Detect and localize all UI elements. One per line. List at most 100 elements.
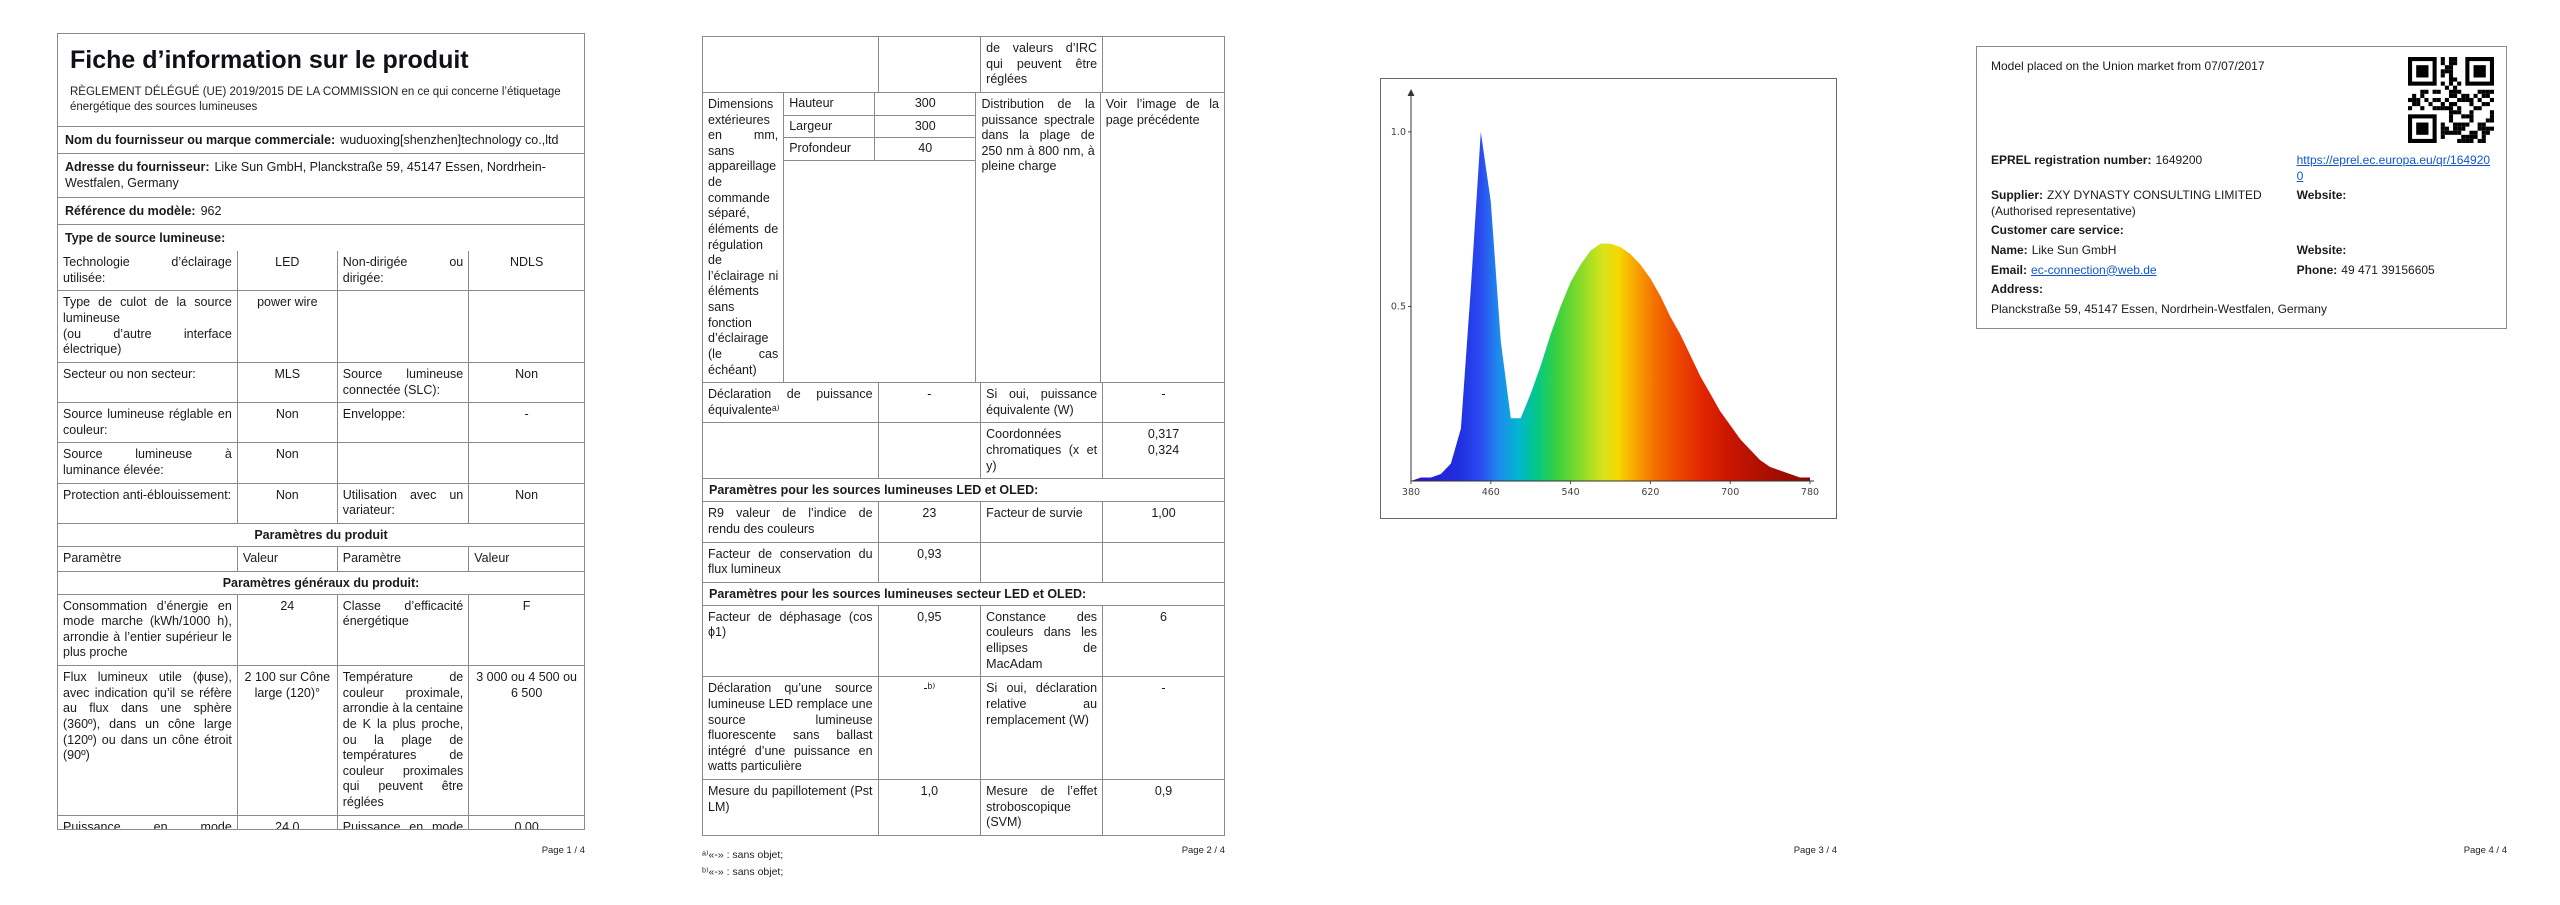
table-row: Flux lumineux utile (ϕuse), avec indicat… (58, 665, 584, 815)
phone-value: 49 471 39156605 (2341, 262, 2435, 277)
table-cell: - (468, 403, 584, 443)
supplier-label: Supplier: (1991, 188, 2044, 203)
page-1-product-sheet: Fiche d’information sur le produit RÈGLE… (57, 33, 585, 830)
table-cell: Source lumineuse réglable en couleur: (63, 407, 232, 437)
table-cell: Source lumineuse à luminance élevée: (63, 447, 232, 477)
page-1-header: Fiche d’information sur le produit RÈGLE… (58, 34, 584, 126)
table-cell: Non (236, 443, 337, 483)
care-name-label: Name: (1991, 242, 2028, 257)
table-cell: Puissance en mode «marche» (Pon), exprim… (63, 819, 232, 830)
table-cell: Paramètre (63, 550, 122, 565)
table-cell: Paramètre (336, 546, 469, 571)
dimension-row: Hauteur 300 (784, 92, 976, 116)
table-cell: Constance des couleurs dans les ellipses… (980, 605, 1102, 677)
table-cell: Mesure de l’effet stroboscopique (SVM) (980, 780, 1102, 835)
care-name-row: Name: Like Sun GmbH Website: (1991, 243, 2492, 259)
qr-code (2408, 57, 2494, 143)
table-cell: 0,00 (468, 815, 584, 829)
customer-care-header: Customer care service: (1991, 223, 2124, 238)
table-cell: Déclaration de puissance équivalenteᵃ⁾ (708, 387, 873, 417)
table-cell: Coordonnées chromatiques (x et y) (980, 423, 1102, 479)
table-cell (877, 37, 981, 92)
table-cell: Secteur ou non secteur: (63, 366, 196, 381)
table-cell: Si oui, déclaration relative au remplace… (980, 677, 1102, 779)
website-label: Website: (2296, 188, 2347, 203)
supplier-name-value: wuduoxing[shenzhen]technology co.,ltd (340, 132, 559, 147)
table-cell: 0,95 (877, 605, 981, 677)
footnote-b: ᵇ⁾«-» : sans objet; (702, 865, 784, 878)
table-cell (877, 423, 981, 479)
table-section-header: Paramètres pour les sources lumineuses L… (703, 478, 1224, 501)
table-cell: -ᵇ⁾ (877, 677, 981, 779)
dimensions-subtable: Hauteur 300 Largeur 300 Profondeur 40 (783, 92, 976, 383)
table-cell (980, 542, 1102, 582)
table-row: R9 valeur de l’indice de rendu des coule… (703, 501, 1224, 542)
table-section-header: Paramètres pour les sources lumineuses s… (703, 581, 1224, 605)
table-row: Facteur de déphasage (cos ϕ1) 0,95 Constan… (703, 604, 1224, 677)
dimension-row: Profondeur 40 (784, 138, 976, 161)
table-row: Coordonnées chromatiques (x et y) 0,317 0… (703, 422, 1224, 479)
table-cell: Non-dirigée ou dirigée: (336, 251, 469, 291)
table-cell: 2 100 sur Cône large (120)° (236, 666, 337, 815)
table-cell: - (1102, 677, 1224, 779)
table-cell: 23 (877, 502, 981, 542)
table-row: Déclaration qu’une source lumineuse LED … (703, 676, 1224, 779)
dimension-row: Largeur 300 (784, 115, 976, 139)
spectral-distribution-chart: 380 460 540 620 700 780 0.5 1.0 (1391, 89, 1819, 498)
y-axis-arrow (1407, 89, 1415, 96)
table-row: de valeurs d’IRC qui peuvent être réglée… (703, 37, 1224, 92)
table-cell: Distribution de la puissance spectrale d… (975, 92, 1099, 383)
table-section-header: Paramètres généraux du produit: (58, 570, 584, 594)
table-cell: - (1102, 383, 1224, 423)
product-parameters-table: Technologie d’éclairage utilisée: LED Non-… (58, 251, 584, 830)
table-cell: 24,0 (236, 815, 337, 829)
table-cell: 0,9 (1102, 780, 1224, 835)
table-cell: Déclaration qu’une source lumineuse LED … (708, 681, 873, 774)
email-link[interactable]: ec-connection@web.de (2031, 262, 2157, 277)
eprel-registration-value: 1649200 (2155, 153, 2203, 167)
table-row: Source lumineuse réglable en couleur: Non… (58, 402, 584, 443)
eprel-registration-label: EPREL registration number: (1991, 153, 2152, 167)
axis-tick-label: 1.0 (1391, 127, 1406, 138)
supplier-name-row: Nom du fournisseur ou marque commerciale… (58, 125, 584, 153)
eprel-qr-link[interactable]: https://eprel.ec.europa.eu/qr/1649200 (2296, 153, 2491, 183)
table-cell: de valeurs d’IRC qui peuvent être réglée… (980, 37, 1102, 92)
model-reference-value: 962 (200, 203, 222, 218)
regulation-text: RÈGLEMENT DÉLÉGUÉ (UE) 2019/2015 DE LA C… (70, 86, 561, 113)
table-cell: 6 (1102, 605, 1224, 677)
table-cell: 3 000 ou 4 500 ou 6 500 (468, 666, 584, 815)
axis-tick-label: 700 (1721, 487, 1739, 498)
table-cell: Mesure du papillotement (Pst LM) (708, 784, 873, 814)
table-cell: Facteur de survie (980, 502, 1102, 542)
table-cell: power wire (236, 291, 337, 362)
table-row: Mesure du papillotement (Pst LM) 1,0 Mesur… (703, 779, 1224, 835)
care-contact-row: Email: ec-connection@web.de Phone: 49 471 … (1991, 263, 2492, 279)
address-value: Planckstraße 59, 45147 Essen, Nordrhein-… (1991, 301, 2327, 316)
phone-label: Phone: (2296, 262, 2338, 277)
axis-tick-label: 380 (1402, 487, 1420, 498)
table-cell (1102, 542, 1224, 582)
page-title: Fiche d’information sur le produit (70, 46, 469, 74)
page-footer-2: Page 2 / 4 (1181, 845, 1225, 856)
table-cell: Non (236, 403, 337, 443)
axis-tick-label: 540 (1562, 487, 1580, 498)
table-cell: 0,317 0,324 (1102, 423, 1224, 479)
table-cell: Facteur de conservation du flux lumineux (708, 546, 873, 577)
care-website-label: Website: (2296, 242, 2347, 257)
table-cell (336, 291, 469, 362)
dimension-label: Largeur (784, 115, 876, 138)
product-parameters-table-continued: de valeurs d’IRC qui peuvent être réglée… (702, 36, 1225, 836)
supplier-address-label: Adresse du fournisseur: (65, 160, 210, 175)
table-cell: Source lumineuse connectée (SLC): (336, 362, 469, 403)
axis-tick-label: 460 (1482, 487, 1500, 498)
table-cell (468, 291, 584, 362)
table-cell: R9 valeur de l’indice de rendu des coule… (708, 506, 873, 536)
supplier-name-label: Nom du fournisseur ou marque commerciale… (65, 132, 336, 147)
axis-tick-label: 0.5 (1391, 301, 1406, 312)
table-row: Technologie d’éclairage utilisée: LED Non-… (58, 251, 584, 291)
table-cell: Utilisation avec un variateur: (336, 483, 469, 523)
table-cell: Voir l’image de la page précédente (1099, 92, 1224, 383)
table-cell: Non (236, 483, 337, 523)
table-row: Facteur de conservation du flux lumineux… (703, 541, 1224, 582)
table-cell: NDLS (468, 251, 584, 291)
